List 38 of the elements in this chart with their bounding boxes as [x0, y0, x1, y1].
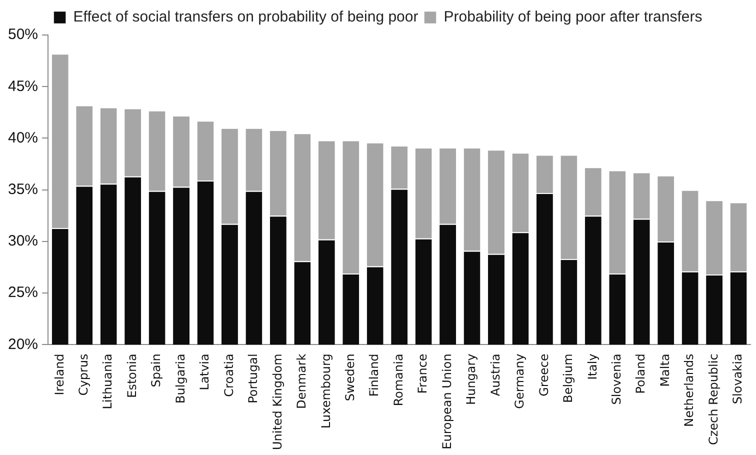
x-tick-label: Portugal [246, 354, 260, 404]
x-tick-label: Hungary [464, 354, 478, 405]
x-tick-label: Slovenia [610, 354, 624, 405]
y-tick-label: 20% [8, 336, 38, 353]
x-tick-label: Italy [585, 354, 600, 380]
x-tick-label: Finland [367, 354, 382, 397]
x-tick-label: Malta [658, 354, 672, 387]
x-tick-label: Luxembourg [318, 354, 333, 428]
y-tick-label: 45% [8, 78, 38, 95]
x-tick-label: Denmark [294, 354, 309, 409]
x-tick-label: Netherlands [682, 354, 696, 427]
x-tick-label: Lithuania [100, 354, 115, 410]
y-tick-label: 35% [8, 180, 38, 198]
legend-label: Effect of social transfers on probability of being poor [73, 8, 418, 26]
y-tick-label: 30% [8, 232, 38, 250]
x-tick-label: Germany [512, 354, 527, 409]
y-tick-label: 50% [8, 26, 38, 44]
x-tick-label: Cyprus [76, 354, 90, 396]
x-tick-label: Austria [488, 354, 502, 396]
x-tick-label: Estonia [124, 354, 139, 398]
x-tick-label: United Kingdom [270, 354, 284, 450]
x-tick-label: France [416, 354, 430, 394]
legend-label: Probability of being poor after transfers [444, 8, 702, 26]
x-tick-label: Romania [391, 354, 406, 406]
x-tick-label: Greece [536, 354, 551, 396]
x-tick-label: Latvia [198, 354, 212, 390]
x-tick-label: Poland [634, 354, 648, 394]
x-tick-label: Ireland [52, 354, 66, 396]
x-tick-label: Sweden [343, 354, 357, 402]
x-tick-label: European Union [440, 354, 454, 450]
x-tick-label: Slovakia [730, 354, 745, 404]
x-tick-label: Croatia [222, 354, 236, 397]
y-tick-label: 25% [8, 284, 38, 302]
x-tick-label: Belgium [561, 354, 576, 403]
y-tick-label: 40% [8, 129, 38, 146]
x-tick-label: Spain [149, 354, 164, 388]
x-tick-label: Bulgaria [173, 354, 188, 404]
x-tick-label: Czech Republic [706, 354, 720, 446]
